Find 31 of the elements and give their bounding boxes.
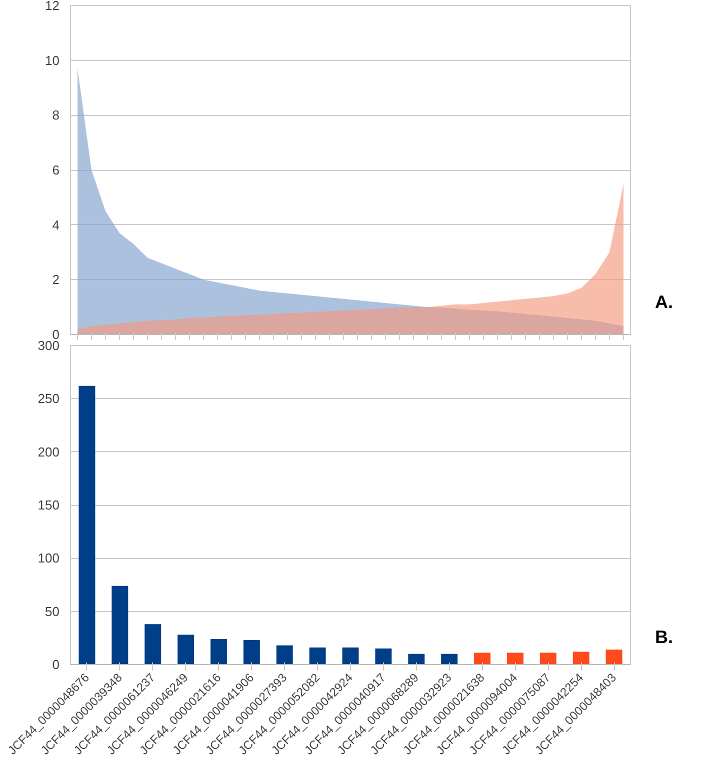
bar [506, 652, 524, 664]
bar [540, 652, 556, 664]
y-tick-label: 12 [45, 0, 60, 13]
y-tick-label: 4 [52, 217, 60, 232]
y-tick-label: 250 [38, 391, 60, 406]
y-tick-label: 50 [45, 604, 60, 619]
y-tick-label: 2 [52, 272, 60, 288]
bar [342, 647, 359, 664]
bar [408, 654, 425, 664]
y-tick-label: 200 [38, 444, 60, 460]
bar [309, 647, 326, 664]
bar [276, 645, 293, 664]
y-tick-label: 150 [38, 498, 60, 512]
y-tick-label: 6 [52, 162, 60, 178]
bar [144, 624, 162, 664]
bar [606, 650, 622, 664]
y-tick-label: 10 [45, 52, 60, 68]
bar [178, 634, 194, 664]
y-tick-label: 100 [38, 550, 60, 566]
y-tick-label: 8 [52, 108, 60, 123]
text: B. [655, 626, 673, 649]
bar [78, 386, 96, 664]
bar [572, 652, 590, 664]
bar [210, 638, 227, 664]
bar [375, 648, 392, 664]
bar [441, 654, 458, 664]
text: A. [655, 291, 673, 314]
bar [474, 652, 490, 664]
bar [243, 640, 260, 664]
bar [112, 586, 128, 664]
y-tick-label: 0 [52, 657, 60, 672]
